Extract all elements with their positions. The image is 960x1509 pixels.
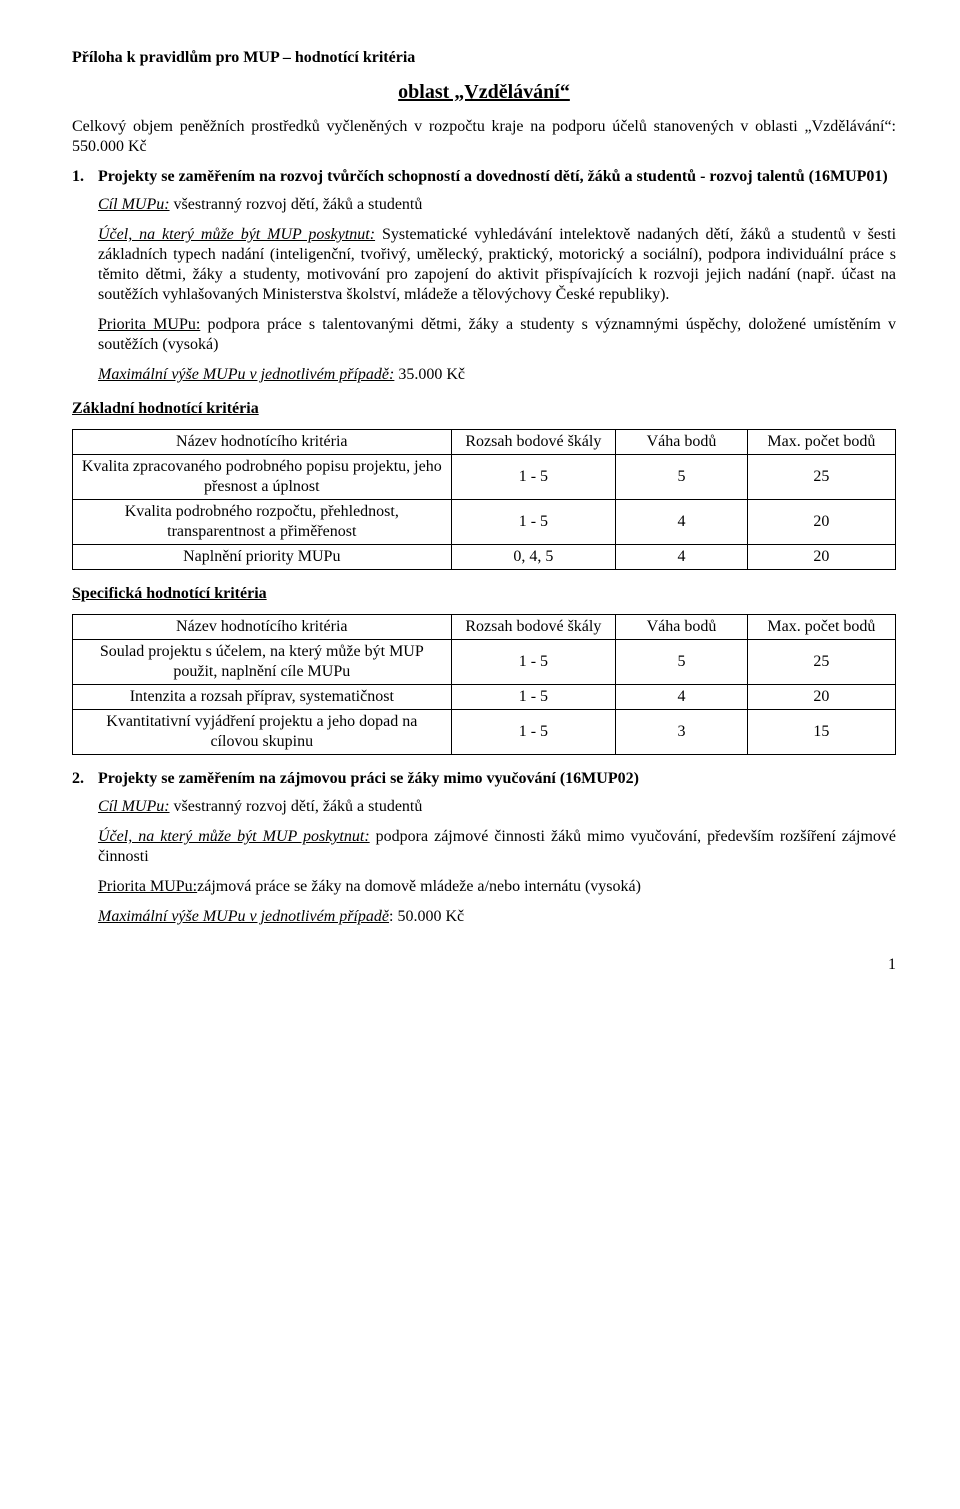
- table-row: Intenzita a rozsah příprav, systematično…: [73, 685, 896, 710]
- specific-table: Název hodnotícího kritéria Rozsah bodové…: [72, 614, 896, 755]
- item2: 2. Projekty se zaměřením na zájmovou prá…: [72, 769, 896, 789]
- th-weight: Váha bodů: [616, 615, 748, 640]
- cell-range: 1 - 5: [451, 640, 616, 685]
- table-header-row: Název hodnotícího kritéria Rozsah bodové…: [73, 615, 896, 640]
- item1-num: 1.: [72, 167, 98, 187]
- cell-weight: 4: [616, 500, 748, 545]
- cell-name: Kvantitativní vyjádření projektu a jeho …: [73, 710, 452, 755]
- item2-num: 2.: [72, 769, 98, 789]
- item1-cil-label: Cíl MUPu:: [98, 196, 170, 213]
- cell-name: Intenzita a rozsah příprav, systematično…: [73, 685, 452, 710]
- cell-max: 20: [747, 545, 895, 570]
- item1-heading: Projekty se zaměřením na rozvoj tvůrčích…: [98, 167, 896, 187]
- item2-max-label: Maximální výše MUPu v jednotlivém případ…: [98, 908, 389, 925]
- cell-max: 20: [747, 685, 895, 710]
- item2-cil-text: všestranný rozvoj dětí, žáků a studentů: [170, 798, 423, 815]
- item2-ucel-label: Účel, na který může být MUP poskytnut:: [98, 828, 370, 845]
- item1-cil-text: všestranný rozvoj dětí, žáků a studentů: [170, 196, 423, 213]
- th-name: Název hodnotícího kritéria: [73, 430, 452, 455]
- item1-prio-label: Priorita MUPu:: [98, 316, 200, 333]
- item1-ucel: Účel, na který může být MUP poskytnut: S…: [98, 225, 896, 305]
- th-range: Rozsah bodové škály: [451, 615, 616, 640]
- basic-heading: Základní hodnotící kritéria: [72, 399, 896, 419]
- table-header-row: Název hodnotícího kritéria Rozsah bodové…: [73, 430, 896, 455]
- page-title: Příloha k pravidlům pro MUP – hodnotící …: [72, 48, 896, 68]
- area-title: oblast „Vzdělávání“: [72, 80, 896, 105]
- cell-max: 25: [747, 455, 895, 500]
- cell-name: Kvalita podrobného rozpočtu, přehlednost…: [73, 500, 452, 545]
- cell-name: Naplnění priority MUPu: [73, 545, 452, 570]
- item2-heading: Projekty se zaměřením na zájmovou práci …: [98, 769, 896, 789]
- item2-cil-label: Cíl MUPu:: [98, 798, 170, 815]
- cell-max: 15: [747, 710, 895, 755]
- cell-name: Soulad projektu s účelem, na který může …: [73, 640, 452, 685]
- table-row: Kvalita podrobného rozpočtu, přehlednost…: [73, 500, 896, 545]
- cell-max: 25: [747, 640, 895, 685]
- cell-weight: 5: [616, 640, 748, 685]
- th-weight: Váha bodů: [616, 430, 748, 455]
- item1-priority: Priorita MUPu: podpora práce s talentova…: [98, 315, 896, 355]
- item2-priority: Priorita MUPu:zájmová práce se žáky na d…: [98, 877, 896, 897]
- cell-weight: 4: [616, 685, 748, 710]
- table-row: Naplnění priority MUPu 0, 4, 5 4 20: [73, 545, 896, 570]
- cell-range: 1 - 5: [451, 500, 616, 545]
- item2-max-text: : 50.000 Kč: [389, 908, 464, 925]
- cell-weight: 5: [616, 455, 748, 500]
- item1: 1. Projekty se zaměřením na rozvoj tvůrč…: [72, 167, 896, 187]
- cell-range: 0, 4, 5: [451, 545, 616, 570]
- cell-weight: 3: [616, 710, 748, 755]
- item1-max-label: Maximální výše MUPu v jednotlivém případ…: [98, 366, 394, 383]
- basic-table: Název hodnotícího kritéria Rozsah bodové…: [72, 429, 896, 570]
- cell-range: 1 - 5: [451, 685, 616, 710]
- item1-max-text: 35.000 Kč: [394, 366, 465, 383]
- th-max: Max. počet bodů: [747, 615, 895, 640]
- item2-ucel: Účel, na který může být MUP poskytnut: p…: [98, 827, 896, 867]
- item1-cil: Cíl MUPu: všestranný rozvoj dětí, žáků a…: [98, 195, 896, 215]
- cell-range: 1 - 5: [451, 455, 616, 500]
- cell-max: 20: [747, 500, 895, 545]
- cell-range: 1 - 5: [451, 710, 616, 755]
- item2-prio-text: zájmová práce se žáky na domově mládeže …: [197, 878, 641, 895]
- th-range: Rozsah bodové škály: [451, 430, 616, 455]
- item2-prio-label: Priorita MUPu:: [98, 878, 197, 895]
- item1-ucel-label: Účel, na který může být MUP poskytnut:: [98, 226, 375, 243]
- table-row: Soulad projektu s účelem, na který může …: [73, 640, 896, 685]
- th-name: Název hodnotícího kritéria: [73, 615, 452, 640]
- table-row: Kvalita zpracovaného podrobného popisu p…: [73, 455, 896, 500]
- cell-name: Kvalita zpracovaného podrobného popisu p…: [73, 455, 452, 500]
- intro-text: Celkový objem peněžních prostředků vyčle…: [72, 117, 896, 157]
- table-row: Kvantitativní vyjádření projektu a jeho …: [73, 710, 896, 755]
- specific-heading: Specifická hodnotící kritéria: [72, 584, 896, 604]
- th-max: Max. počet bodů: [747, 430, 895, 455]
- item1-max: Maximální výše MUPu v jednotlivém případ…: [98, 365, 896, 385]
- page-number: 1: [72, 955, 896, 975]
- item1-prio-text: podpora práce s talentovanými dětmi, žák…: [98, 316, 896, 353]
- item2-cil: Cíl MUPu: všestranný rozvoj dětí, žáků a…: [98, 797, 896, 817]
- cell-weight: 4: [616, 545, 748, 570]
- item2-max: Maximální výše MUPu v jednotlivém případ…: [98, 907, 896, 927]
